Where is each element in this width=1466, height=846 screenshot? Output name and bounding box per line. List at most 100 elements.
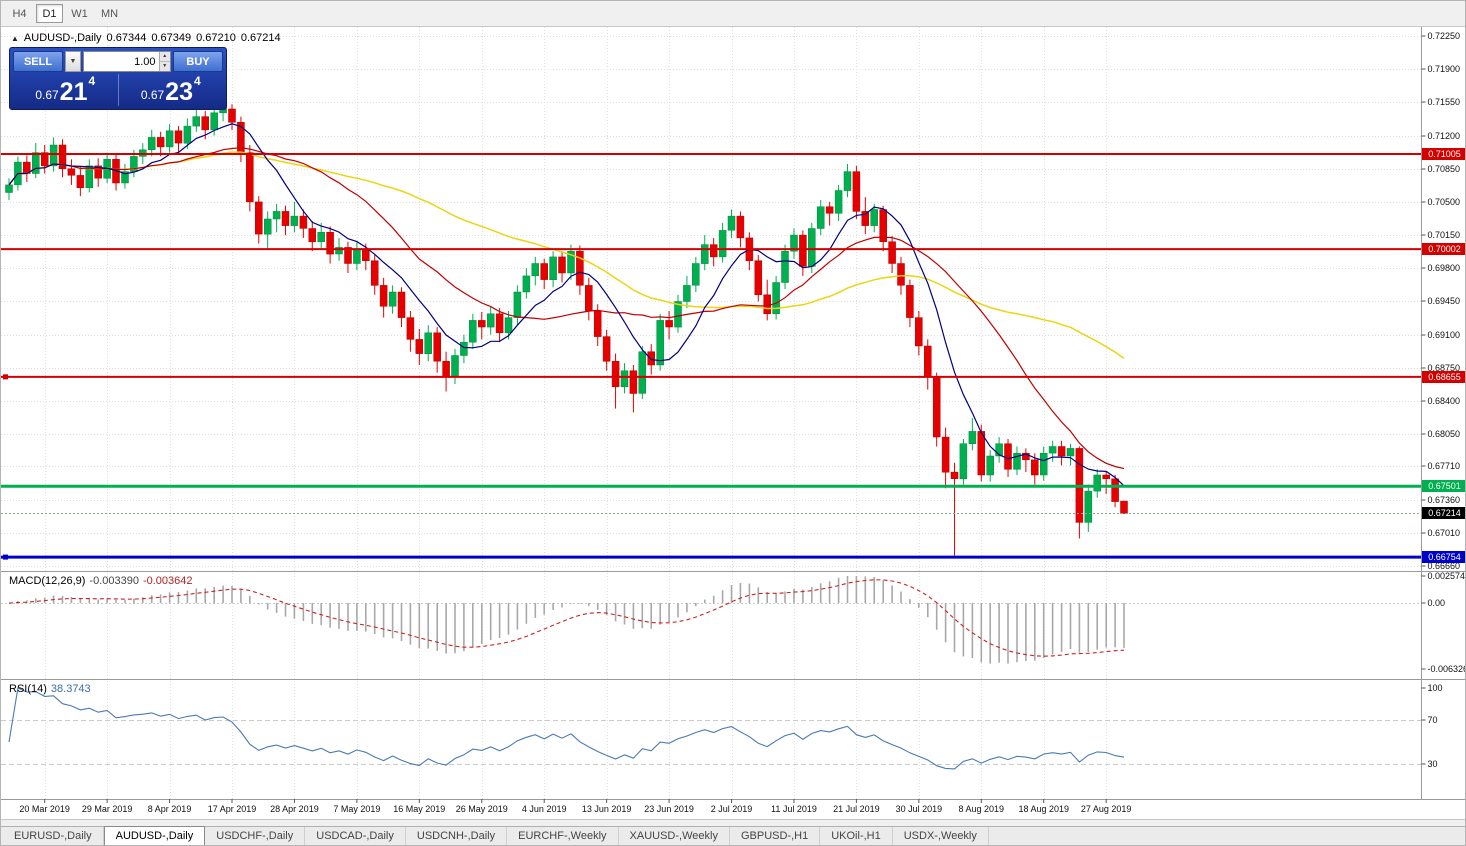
one-click-trading-panel: SELL ▼ ▲ ▼ BUY 0.67 21 4 0.67 23 4 — [9, 47, 227, 110]
candlestick-series — [5, 104, 1128, 556]
ohlc-low: 0.67210 — [196, 32, 236, 44]
volume-spin-up-icon[interactable]: ▲ — [159, 52, 170, 62]
macd-signal-value: -0.003642 — [142, 575, 193, 587]
timeframe-h4-button[interactable]: H4 — [6, 4, 33, 23]
macd-main-value: -0.003390 — [89, 575, 139, 587]
svg-text:20 Mar 2019: 20 Mar 2019 — [19, 804, 70, 814]
chart-tab[interactable]: USDCHF-,Daily — [205, 827, 306, 845]
svg-text:26 May 2019: 26 May 2019 — [456, 804, 508, 814]
timeframe-mn-button[interactable]: MN — [96, 4, 123, 23]
time-axis[interactable]: 20 Mar 2019 29 Mar 2019 8 Apr 2019 17 Apr 2… — [19, 799, 1131, 814]
svg-text:70: 70 — [1428, 715, 1438, 725]
ohlc-high: 0.67349 — [151, 32, 192, 44]
svg-text:0.00: 0.00 — [1428, 598, 1446, 608]
chart-tab[interactable]: XAUUSD-,Weekly — [619, 827, 730, 845]
svg-text:0.68655: 0.68655 — [1428, 372, 1461, 382]
bid-price-display[interactable]: 0.67 21 4 — [13, 74, 118, 106]
chart-tab[interactable]: UKOil-,H1 — [820, 827, 893, 845]
svg-text:0.002574: 0.002574 — [1428, 571, 1466, 581]
svg-text:0.67710: 0.67710 — [1428, 461, 1461, 471]
svg-text:0.71550: 0.71550 — [1428, 97, 1461, 107]
price-line-label: 0.67501 — [1422, 480, 1465, 492]
chart-tab[interactable]: EURCHF-,Weekly — [507, 827, 619, 845]
svg-text:0.70500: 0.70500 — [1428, 197, 1461, 207]
price-line-label: 0.66754 — [1422, 551, 1465, 563]
svg-text:11 Jul 2019: 11 Jul 2019 — [771, 804, 817, 814]
svg-text:21 Jul 2019: 21 Jul 2019 — [833, 804, 880, 814]
svg-text:0.70850: 0.70850 — [1428, 164, 1461, 174]
rsi-name: RSI(14) — [9, 683, 47, 695]
volume-dropdown-button[interactable]: ▼ — [65, 51, 81, 72]
svg-text:8 Aug 2019: 8 Aug 2019 — [959, 804, 1005, 814]
price-line-label: 0.71005 — [1422, 148, 1465, 160]
svg-text:0.72250: 0.72250 — [1428, 31, 1461, 41]
ask-big-digits: 23 — [165, 78, 193, 106]
price-line-label: 0.67214 — [1422, 507, 1465, 519]
svg-text:0.66754: 0.66754 — [1428, 552, 1461, 562]
sell-button[interactable]: SELL — [13, 51, 63, 72]
buy-button[interactable]: BUY — [173, 51, 223, 72]
chart-tab[interactable]: USDCAD-,Daily — [305, 827, 406, 845]
timeframe-w1-button[interactable]: W1 — [66, 4, 93, 23]
svg-text:0.70150: 0.70150 — [1428, 230, 1461, 240]
svg-text:0.69450: 0.69450 — [1428, 296, 1461, 306]
macd-indicator-pane — [1, 576, 1422, 664]
svg-text:0.68050: 0.68050 — [1428, 429, 1461, 439]
ask-prefix: 0.67 — [140, 88, 165, 102]
chart-tab[interactable]: AUDUSD-,Daily — [103, 826, 206, 845]
svg-text:0.67010: 0.67010 — [1428, 528, 1461, 538]
svg-text:29 Mar 2019: 29 Mar 2019 — [82, 804, 133, 814]
moving-average-lines — [8, 123, 1125, 487]
svg-text:0.67501: 0.67501 — [1428, 481, 1461, 491]
svg-text:0.71200: 0.71200 — [1428, 131, 1461, 141]
svg-text:30: 30 — [1428, 759, 1438, 769]
svg-text:16 May 2019: 16 May 2019 — [393, 804, 445, 814]
bid-pip-digit: 4 — [88, 74, 96, 88]
svg-text:0.67214: 0.67214 — [1428, 508, 1461, 518]
svg-text:17 Apr 2019: 17 Apr 2019 — [208, 804, 257, 814]
svg-text:0.68750: 0.68750 — [1428, 363, 1461, 373]
chart-symbol-label: AUDUSD-,Daily — [23, 32, 102, 44]
ohlc-close: 0.67214 — [240, 32, 281, 44]
chart-title: ▲ AUDUSD-,Daily 0.67344 0.67349 0.67210 … — [11, 32, 281, 44]
bid-prefix: 0.67 — [35, 88, 59, 102]
svg-text:0.69800: 0.69800 — [1428, 263, 1461, 273]
chart-tab[interactable]: EURUSD-,Daily — [3, 827, 104, 845]
svg-text:8 Apr 2019: 8 Apr 2019 — [148, 804, 192, 814]
svg-text:23 Jun 2019: 23 Jun 2019 — [644, 804, 694, 814]
svg-text:2 Jul 2019: 2 Jul 2019 — [711, 804, 753, 814]
rsi-value: 38.3743 — [50, 683, 91, 695]
price-axis[interactable]: 0.72250 0.71900 0.71550 0.71200 0.70850 0.705… — [1, 26, 1466, 820]
ohlc-open: 0.67344 — [106, 32, 147, 44]
ask-price-display[interactable]: 0.67 23 4 — [117, 74, 224, 106]
svg-text:0.71005: 0.71005 — [1428, 149, 1461, 159]
price-line-label: 0.68655 — [1422, 371, 1465, 383]
svg-text:100: 100 — [1428, 683, 1443, 693]
svg-text:4 Jun 2019: 4 Jun 2019 — [522, 804, 567, 814]
macd-name: MACD(12,26,9) — [9, 575, 86, 587]
timeframe-d1-button[interactable]: D1 — [36, 4, 63, 23]
svg-text:28 Apr 2019: 28 Apr 2019 — [270, 804, 319, 814]
ask-pip-digit: 4 — [193, 74, 201, 88]
volume-spin-down-icon[interactable]: ▼ — [159, 62, 170, 71]
svg-text:30 Jul 2019: 30 Jul 2019 — [896, 804, 943, 814]
svg-text:0.70002: 0.70002 — [1428, 244, 1461, 254]
chart-tab[interactable]: USDCNH-,Daily — [406, 827, 508, 845]
svg-text:0.71900: 0.71900 — [1428, 64, 1461, 74]
svg-text:0.68400: 0.68400 — [1428, 396, 1461, 406]
svg-text:18 Aug 2019: 18 Aug 2019 — [1018, 804, 1069, 814]
rsi-indicator-pane — [1, 687, 1422, 770]
timeframe-toolbar: H4 D1 W1 MN — [1, 1, 1465, 27]
chart-collapse-icon[interactable]: ▲ — [11, 33, 19, 43]
svg-text:7 May 2019: 7 May 2019 — [333, 804, 380, 814]
svg-text:13 Jun 2019: 13 Jun 2019 — [582, 804, 632, 814]
price-line-label: 0.70002 — [1422, 243, 1465, 255]
bid-big-digits: 21 — [59, 78, 88, 106]
horizontal-price-lines[interactable] — [1, 153, 1422, 560]
volume-input[interactable] — [84, 52, 159, 71]
chart-tab[interactable]: USDX-,Weekly — [893, 827, 989, 845]
svg-text:27 Aug 2019: 27 Aug 2019 — [1081, 804, 1132, 814]
chart-tab[interactable]: GBPUSD-,H1 — [730, 827, 821, 845]
svg-text:0.69100: 0.69100 — [1428, 330, 1461, 340]
